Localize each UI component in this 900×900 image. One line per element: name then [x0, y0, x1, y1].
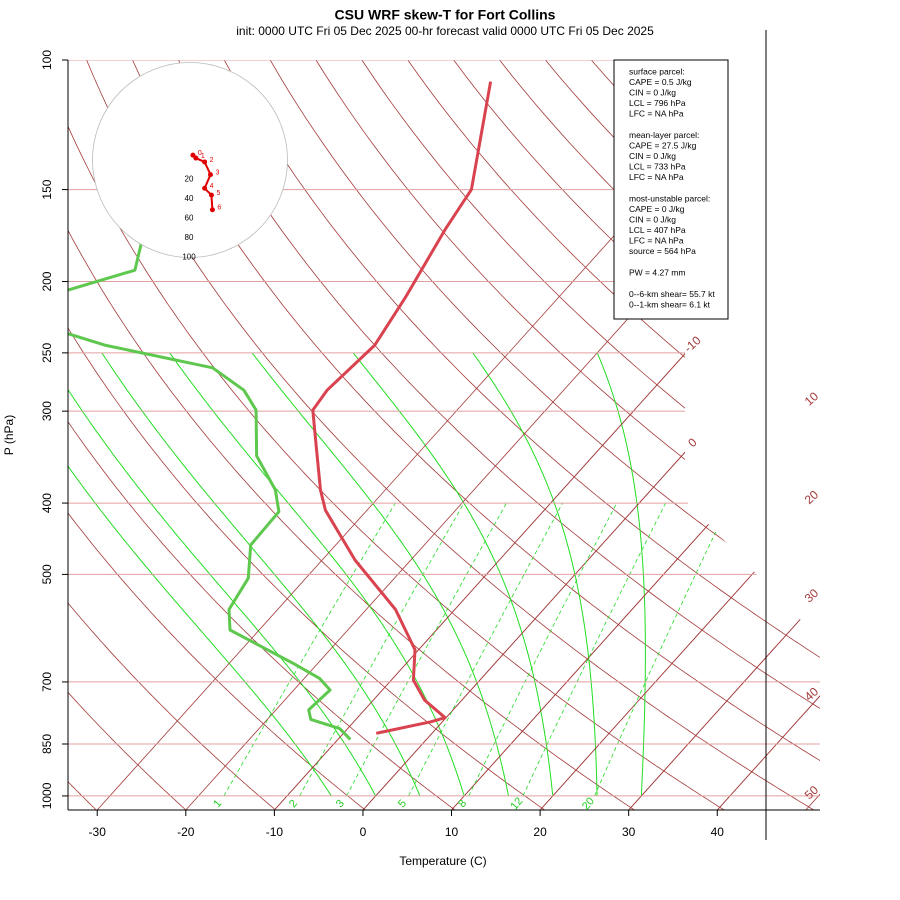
hodograph-point — [202, 185, 208, 191]
y-tick-label: 150 — [40, 179, 54, 199]
dry-adiabat — [68, 60, 725, 810]
hodograph-height-label: 2 — [210, 157, 214, 164]
info-line: LCL = 796 hPa — [629, 98, 686, 108]
moist-adiabat — [101, 352, 421, 797]
dry-adiabat — [68, 60, 187, 810]
hodograph-ring-label: 100 — [182, 253, 196, 262]
hodograph-height-label: 4 — [210, 183, 214, 190]
info-line: CIN = 0 J/kg — [629, 214, 676, 224]
dry-adiabat — [68, 60, 456, 810]
dry-adiabat — [361, 60, 820, 810]
x-tick-label: 20 — [533, 825, 547, 839]
x-tick-label: 0 — [360, 825, 367, 839]
info-line: mean-layer parcel: — [629, 130, 699, 140]
chart-subtitle: init: 0000 UTC Fri 05 Dec 2025 00-hr for… — [236, 24, 654, 38]
y-tick-label: 100 — [40, 50, 54, 70]
hodograph-height-label: 3 — [215, 169, 219, 176]
dry-adiabat — [132, 60, 820, 810]
info-line: LFC = NA hPa — [629, 235, 684, 245]
y-tick-label: 400 — [40, 493, 54, 513]
dewpoint-line — [68, 240, 352, 741]
temperature-line — [311, 81, 493, 735]
chart-title: CSU WRF skew-T for Fort Collins — [335, 7, 556, 23]
moist-adiabat — [68, 352, 332, 797]
info-line: LCL = 407 hPa — [629, 225, 686, 235]
isotherm — [274, 60, 820, 810]
hodograph-point — [202, 159, 208, 165]
info-line: CAPE = 27.5 J/kg — [629, 140, 697, 150]
x-tick-label: 10 — [445, 825, 459, 839]
dry-adiabat — [178, 60, 820, 810]
dry-adiabat — [223, 60, 820, 810]
hodograph-height-label: 6 — [217, 205, 221, 212]
dry-adiabat — [68, 60, 545, 810]
moist-adiabat — [596, 352, 646, 796]
info-line: most-unstable parcel: — [629, 193, 710, 203]
hodograph-height-label: 5 — [216, 190, 220, 197]
moist-adiabat — [251, 352, 509, 796]
y-tick-label: 700 — [40, 672, 54, 692]
x-tick-label: 30 — [622, 825, 636, 839]
hodograph-ring-label: 20 — [185, 175, 194, 184]
x-axis-label: Temperature (C) — [399, 854, 486, 868]
hodograph-point — [208, 192, 214, 198]
info-line: CAPE = 0 J/kg — [629, 204, 685, 214]
moist-adiabat — [472, 352, 598, 796]
hodograph-point — [193, 155, 199, 161]
info-box — [613, 59, 729, 320]
y-axis-label: P (hPa) — [2, 415, 16, 455]
hodograph-ring — [92, 62, 288, 258]
hodograph-height-label: 0 — [198, 150, 202, 157]
dry-adiabat — [86, 60, 814, 810]
hodograph-ring-label: 40 — [185, 194, 194, 203]
y-tick-label: 300 — [40, 401, 54, 421]
info-line: 0--6-km shear= 55.7 kt — [629, 289, 715, 299]
y-tick-label: 1000 — [40, 782, 54, 809]
dry-adiabat — [269, 60, 820, 810]
x-tick-label: 40 — [711, 825, 725, 839]
x-tick-label: -20 — [177, 825, 195, 839]
y-tick-label: 850 — [40, 734, 54, 754]
hodograph-height-label: 1 — [201, 153, 205, 160]
info-line: 0--1-km shear= 6.1 kt — [629, 299, 711, 309]
mixing-ratio-line — [594, 502, 731, 797]
info-line: LCL = 733 hPa — [629, 161, 686, 171]
info-line: surface parcel: — [629, 66, 685, 76]
x-tick-label: -30 — [89, 825, 107, 839]
y-tick-label: 200 — [40, 271, 54, 291]
info-line: source = 564 hPa — [629, 246, 696, 256]
moist-adiabat — [352, 352, 554, 796]
dry-adiabat — [68, 60, 366, 810]
isotherm — [539, 60, 820, 810]
info-line: CIN = 0 J/kg — [629, 151, 676, 161]
info-line: LFC = NA hPa — [629, 172, 684, 182]
hodograph-point — [207, 172, 213, 178]
mixing-ratio-line — [223, 502, 396, 797]
x-tick-label: -10 — [266, 825, 284, 839]
dry-adiabat — [68, 60, 635, 810]
y-tick-label: 250 — [40, 343, 54, 363]
dry-adiabat — [315, 60, 820, 810]
moist-adiabat — [68, 352, 377, 797]
hodograph-ring-label: 80 — [185, 233, 194, 242]
info-line: CAPE = 0.5 J/kg — [629, 77, 692, 87]
info-line: LFC = NA hPa — [629, 108, 684, 118]
hodograph-point — [209, 207, 215, 213]
info-line: CIN = 0 J/kg — [629, 87, 676, 97]
isotherm — [628, 60, 820, 810]
dry-adiabat — [68, 60, 276, 810]
info-line: PW = 4.27 mm — [629, 267, 685, 277]
hodograph-ring-label: 60 — [185, 214, 194, 223]
y-tick-label: 500 — [40, 564, 54, 584]
